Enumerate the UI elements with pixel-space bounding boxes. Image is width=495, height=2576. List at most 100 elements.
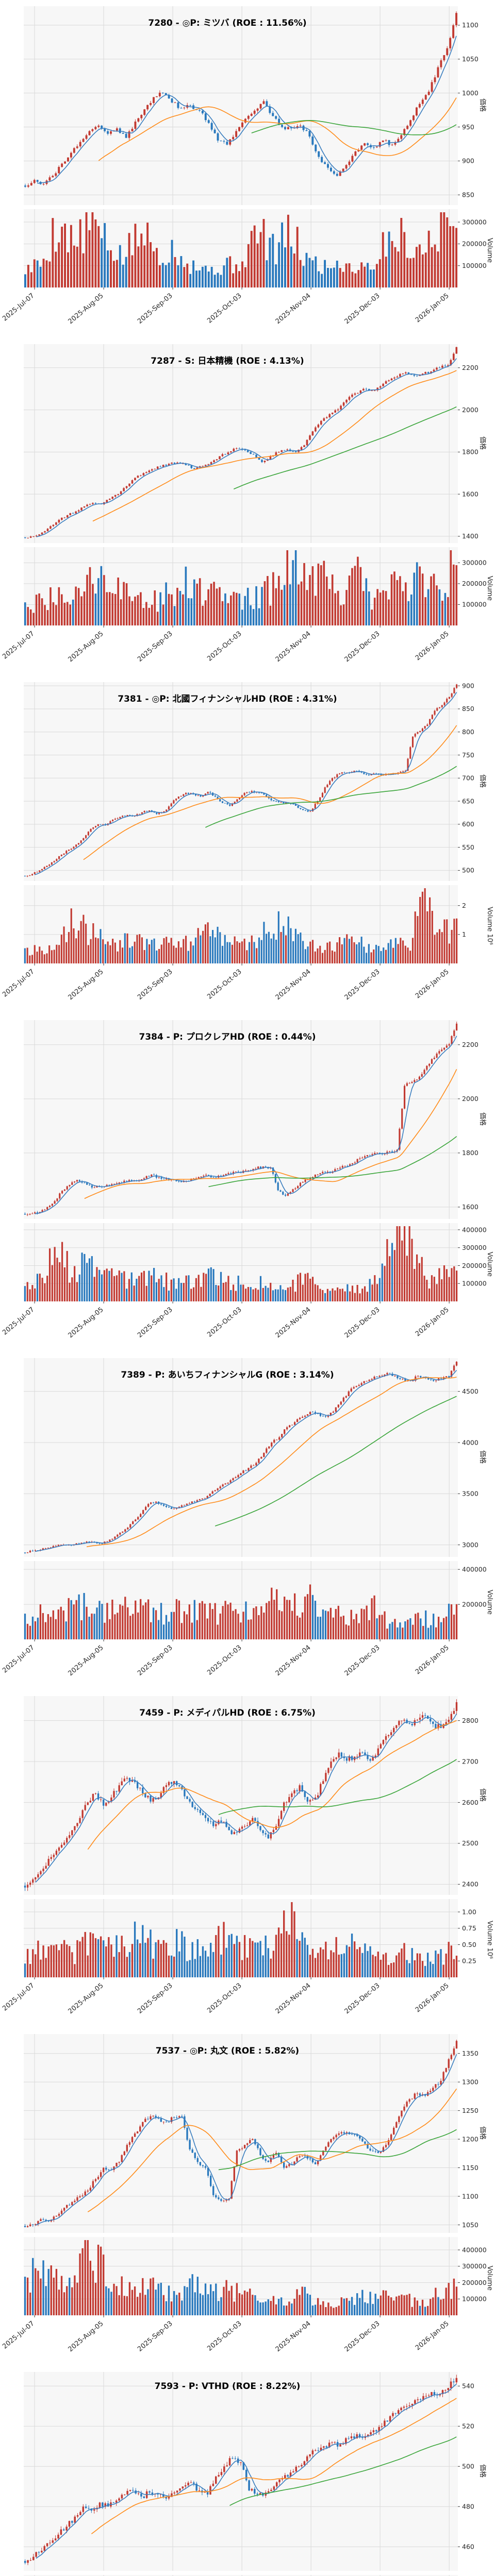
volume-bars xyxy=(24,550,458,625)
svg-text:460: 460 xyxy=(462,2543,474,2551)
volume-panel xyxy=(24,1899,458,1977)
svg-text:400000: 400000 xyxy=(462,1226,487,1233)
candlesticks xyxy=(24,2039,458,2228)
candlestick-volume-chart: 1050 1100 1150 1200 1250 1300 1350 100000 200000… xyxy=(1,2034,493,2354)
svg-text:200000: 200000 xyxy=(462,580,487,587)
svg-text:950: 950 xyxy=(462,123,474,131)
svg-text:2025-Oct-03: 2025-Oct-03 xyxy=(206,968,243,1001)
ma-long-line xyxy=(218,2129,457,2171)
svg-text:2025-Nov-04: 2025-Nov-04 xyxy=(274,1982,312,2016)
svg-text:2200: 2200 xyxy=(462,364,478,371)
svg-text:2800: 2800 xyxy=(462,1717,478,1724)
svg-text:100000: 100000 xyxy=(462,2295,487,2303)
svg-text:1600: 1600 xyxy=(462,1203,478,1211)
svg-text:200000: 200000 xyxy=(462,2279,487,2286)
stock-chart-7537: 7537 - ◎P: 丸文 (ROE : 5.82%) 1050 1100 1150… xyxy=(0,2028,495,2366)
svg-text:2025-Aug-05: 2025-Aug-05 xyxy=(67,1982,105,2016)
svg-text:1250: 1250 xyxy=(462,2107,478,2114)
svg-text:2025-Oct-03: 2025-Oct-03 xyxy=(206,630,243,663)
ma-mid-line xyxy=(84,1069,457,1199)
svg-text:750: 750 xyxy=(462,751,474,759)
svg-text:1100: 1100 xyxy=(462,2192,478,2200)
svg-text:4000: 4000 xyxy=(462,1438,478,1446)
svg-text:2025-Sep-03: 2025-Sep-03 xyxy=(136,1644,174,1677)
ma-mid-line xyxy=(87,2088,457,2212)
price-panel xyxy=(24,6,458,205)
stock-chart-7287: 7287 - S: 日本精機 (ROE : 4.13%) 1400 1600 180… xyxy=(0,338,495,676)
candlestick-volume-chart: 850 900 950 1000 1050 1100 100000 200000 300000 2… xyxy=(1,6,493,326)
volume-axis-label: Volume 10⁶ xyxy=(486,907,493,945)
volume-axis-label: Volume xyxy=(486,1590,493,1615)
ma-mid-line xyxy=(87,1720,457,1850)
svg-text:2025-Jul-07: 2025-Jul-07 xyxy=(1,1982,36,2013)
svg-text:2400: 2400 xyxy=(462,1880,478,1888)
stock-chart-7459: 7459 - P: メディパルHD (ROE : 6.75%) 2400 2500… xyxy=(0,1690,495,2028)
candlesticks xyxy=(24,1361,458,1554)
svg-text:2700: 2700 xyxy=(462,1757,478,1765)
candlestick-volume-chart: 2400 2500 2600 2700 2800 0.25 0.50 0.75 1.00 2025… xyxy=(1,1696,493,2016)
ma-long-line xyxy=(251,120,457,135)
volume-axis-label: Volume xyxy=(486,238,493,263)
svg-text:200000: 200000 xyxy=(462,1600,487,1608)
svg-text:2025-Jul-07: 2025-Jul-07 xyxy=(1,1306,36,1337)
candlestick-volume-chart: 4604805005205402000004000006000008000002… xyxy=(24,2372,487,2576)
ma-long-line xyxy=(214,1396,457,1527)
ma-short-line xyxy=(37,36,457,184)
svg-text:2025-Dec-03: 2025-Dec-03 xyxy=(343,292,382,326)
svg-text:0.75: 0.75 xyxy=(462,1924,476,1932)
svg-text:2200: 2200 xyxy=(462,1041,478,1048)
stock-chart-7381: 7381 - ◎P: 北國フィナンシャルHD (ROE : 4.31%) 500… xyxy=(0,676,495,1014)
price-axis-label: 価格 xyxy=(478,2126,487,2140)
svg-text:2025-Dec-03: 2025-Dec-03 xyxy=(343,1644,382,1678)
svg-text:850: 850 xyxy=(462,705,474,713)
ma-long-line xyxy=(208,1136,457,1188)
candlesticks xyxy=(24,2375,458,2565)
gridlines xyxy=(24,1696,458,1977)
svg-text:1050: 1050 xyxy=(462,55,478,63)
ma-short-line xyxy=(35,1370,457,1552)
svg-text:1200: 1200 xyxy=(462,2135,478,2143)
volume-panel xyxy=(24,2575,458,2576)
svg-text:100000: 100000 xyxy=(462,262,487,269)
ma-mid-line xyxy=(86,1377,457,1548)
svg-text:2000: 2000 xyxy=(462,406,478,414)
svg-text:2025-Dec-03: 2025-Dec-03 xyxy=(343,630,382,664)
volume-axis-label: Volume 10⁶ xyxy=(486,1921,493,1959)
svg-text:3000: 3000 xyxy=(462,1541,478,1549)
svg-text:3500: 3500 xyxy=(462,1490,478,1498)
svg-text:2: 2 xyxy=(462,902,466,909)
candlesticks xyxy=(24,684,458,877)
ma-short-line xyxy=(35,2054,457,2226)
svg-text:1000: 1000 xyxy=(462,89,478,97)
svg-text:2025-Sep-03: 2025-Sep-03 xyxy=(136,2320,174,2353)
svg-text:2025-Aug-05: 2025-Aug-05 xyxy=(67,2320,105,2354)
svg-text:300000: 300000 xyxy=(462,2262,487,2270)
volume-panel xyxy=(24,547,458,625)
svg-text:100000: 100000 xyxy=(462,601,487,608)
price-axis-label: 価格 xyxy=(478,1788,487,1802)
svg-text:1300: 1300 xyxy=(462,2078,478,2086)
svg-text:2026-Jan-05: 2026-Jan-05 xyxy=(414,1306,451,1338)
svg-text:2025-Sep-03: 2025-Sep-03 xyxy=(136,630,174,664)
candlestick-volume-chart: 500 550 600 650 700 750 800 850 900 1 2 2025-Jul-07… xyxy=(1,682,493,1002)
volume-bars xyxy=(24,2240,458,2315)
candlestick-volume-chart: 1600 1800 2000 2200 100000 200000 300000 400000… xyxy=(1,1020,493,1340)
svg-text:700: 700 xyxy=(462,774,474,782)
svg-text:400000: 400000 xyxy=(462,2246,487,2253)
price-panel xyxy=(24,1358,458,1557)
svg-text:550: 550 xyxy=(462,843,474,851)
svg-text:2025-Jul-07: 2025-Jul-07 xyxy=(1,1644,36,1675)
volume-panel xyxy=(24,2237,458,2315)
svg-text:2026-Jan-05: 2026-Jan-05 xyxy=(414,968,451,1001)
volume-bars xyxy=(24,1226,458,1301)
svg-text:1600: 1600 xyxy=(462,490,478,498)
svg-text:500: 500 xyxy=(462,2463,474,2470)
svg-text:2025-Dec-03: 2025-Dec-03 xyxy=(343,1982,382,2016)
axis-tick-labels: 4604805005205402000004000006000008000002… xyxy=(458,2382,474,2551)
svg-text:2025-Oct-03: 2025-Oct-03 xyxy=(206,1306,243,1339)
svg-text:2025-Aug-05: 2025-Aug-05 xyxy=(67,1644,105,1678)
svg-text:2025-Aug-05: 2025-Aug-05 xyxy=(67,630,105,664)
svg-text:1150: 1150 xyxy=(462,2164,478,2172)
svg-text:520: 520 xyxy=(462,2422,474,2430)
